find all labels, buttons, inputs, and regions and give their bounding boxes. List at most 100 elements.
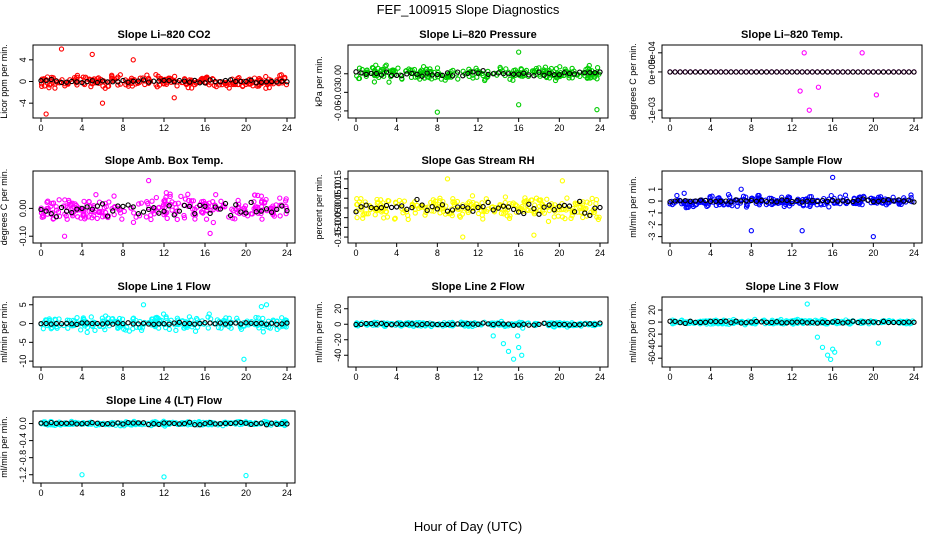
data-point bbox=[192, 216, 198, 222]
mean-point bbox=[388, 322, 395, 328]
mean-point bbox=[718, 318, 724, 325]
mean-point bbox=[233, 78, 239, 85]
mean-point bbox=[434, 71, 440, 78]
mean-point bbox=[439, 321, 446, 328]
panel-ylabel: ml/min per min. bbox=[314, 301, 324, 363]
mean-point bbox=[186, 203, 193, 210]
mean-point bbox=[104, 421, 111, 427]
mean-point bbox=[63, 79, 70, 85]
outlier-point bbox=[145, 177, 152, 184]
mean-point bbox=[99, 201, 106, 207]
mean-point bbox=[880, 318, 887, 324]
mean-point bbox=[536, 321, 542, 328]
mean-point bbox=[850, 198, 856, 205]
data-point bbox=[264, 81, 271, 88]
data-point bbox=[102, 326, 108, 333]
mean-point bbox=[207, 420, 213, 426]
data-point bbox=[260, 325, 266, 331]
data-point bbox=[545, 218, 552, 225]
mean-point bbox=[692, 198, 699, 204]
mean-point bbox=[181, 202, 188, 209]
data-point bbox=[358, 196, 364, 202]
x-tick-label: 8 bbox=[120, 372, 125, 382]
mean-point bbox=[363, 320, 369, 327]
mean-point bbox=[830, 69, 836, 75]
mean-point bbox=[104, 320, 111, 326]
mean-point bbox=[500, 71, 507, 77]
x-tick-label: 16 bbox=[828, 248, 838, 258]
mean-point bbox=[541, 72, 547, 78]
mean-point bbox=[161, 321, 167, 327]
data-point bbox=[551, 324, 558, 330]
data-point bbox=[224, 82, 230, 89]
mean-point bbox=[819, 69, 826, 75]
data-point bbox=[365, 211, 371, 217]
data-point bbox=[442, 77, 448, 83]
outlier-point bbox=[824, 352, 831, 358]
y-tick-label: 0.10 bbox=[333, 180, 343, 198]
mean-point bbox=[171, 79, 177, 85]
mean-point bbox=[84, 420, 90, 427]
data-point bbox=[683, 205, 689, 211]
mean-point bbox=[130, 420, 136, 426]
mean-point bbox=[769, 198, 775, 204]
data-point bbox=[249, 211, 255, 217]
mean-point bbox=[814, 320, 821, 326]
data-point bbox=[506, 215, 513, 222]
data-point bbox=[153, 420, 160, 427]
data-point bbox=[145, 200, 151, 207]
mean-point bbox=[870, 319, 876, 325]
x-tick-label: 4 bbox=[394, 248, 399, 258]
data-point bbox=[502, 194, 509, 200]
panel-4: Slope Amb. Box Temp. degrees C per min. 0 4… bbox=[0, 155, 296, 258]
data-point bbox=[710, 199, 716, 205]
mean-point bbox=[233, 202, 239, 208]
mean-point bbox=[845, 198, 851, 205]
data-point bbox=[383, 209, 389, 215]
mean-point bbox=[774, 69, 780, 75]
mean-point bbox=[779, 69, 785, 75]
y-tick-label: -1 bbox=[647, 209, 657, 217]
mean-point bbox=[753, 198, 760, 204]
mean-point bbox=[577, 69, 583, 75]
x-tick-label: 8 bbox=[435, 123, 440, 133]
panel-1: Slope Li–820 CO2 Licor ppm per min. 0 4 8 12 1… bbox=[0, 29, 296, 133]
data-point bbox=[76, 321, 83, 327]
mean-point bbox=[212, 321, 218, 327]
mean-point bbox=[516, 322, 522, 328]
data-point bbox=[485, 68, 491, 75]
data-point bbox=[842, 192, 849, 198]
data-point bbox=[122, 420, 129, 426]
mean-point bbox=[207, 210, 213, 216]
y-tick-label: 0.05 bbox=[333, 190, 343, 208]
data-point bbox=[400, 210, 406, 216]
data-point bbox=[674, 192, 680, 199]
mean-point bbox=[222, 321, 229, 327]
data-point bbox=[139, 325, 145, 331]
mean-point bbox=[723, 198, 729, 204]
outlier-point bbox=[819, 344, 826, 350]
mean-point bbox=[192, 422, 198, 428]
mean-point bbox=[738, 320, 744, 326]
data-point bbox=[162, 199, 168, 205]
mean-point bbox=[804, 320, 810, 326]
mean-point bbox=[151, 321, 157, 327]
data-point bbox=[84, 76, 90, 82]
data-point bbox=[589, 195, 595, 202]
y-tick-label: 0 bbox=[18, 321, 28, 326]
mean-point bbox=[470, 321, 476, 327]
mean-point bbox=[202, 421, 208, 427]
x-tick-label: 20 bbox=[241, 123, 251, 133]
mean-point bbox=[687, 69, 693, 75]
mean-point bbox=[186, 320, 193, 327]
x-tick-label: 16 bbox=[200, 123, 210, 133]
mean-point bbox=[830, 197, 836, 203]
data-point bbox=[465, 323, 471, 329]
data-point bbox=[580, 199, 586, 205]
data-point bbox=[276, 421, 283, 427]
mean-point bbox=[74, 206, 80, 212]
mean-point bbox=[358, 204, 364, 210]
x-tick-label: 4 bbox=[394, 372, 399, 382]
data-point bbox=[259, 198, 265, 204]
mean-point bbox=[677, 198, 683, 204]
